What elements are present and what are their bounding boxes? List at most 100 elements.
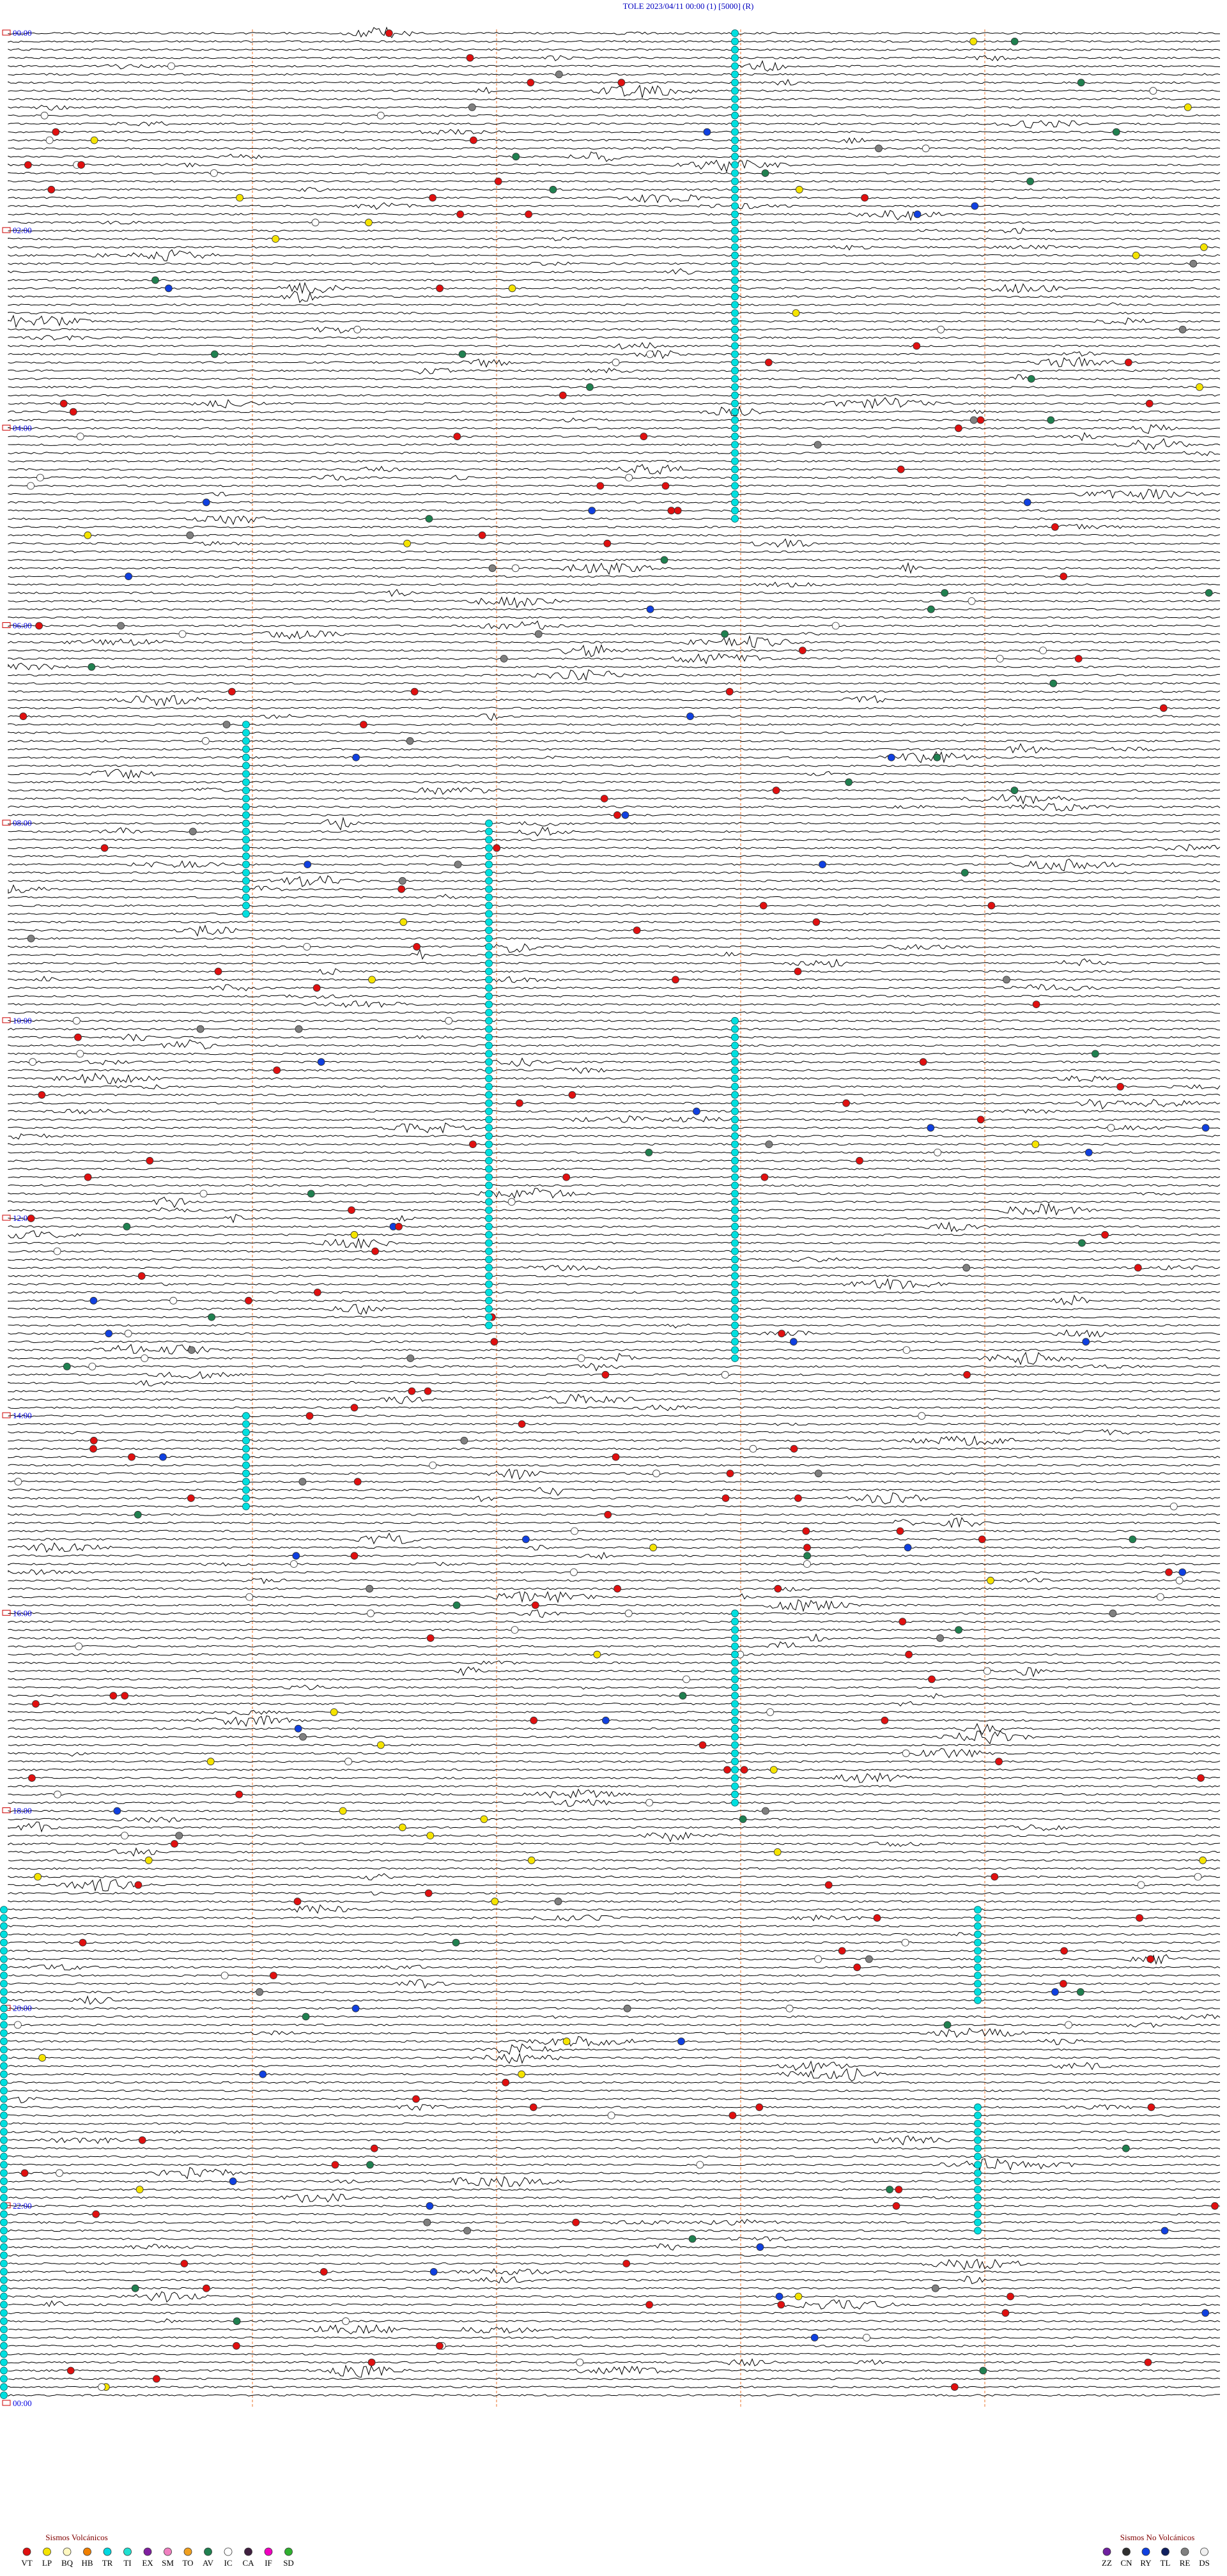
event-marker <box>1178 1568 1187 1576</box>
trace <box>8 2229 1221 2232</box>
event-marker <box>408 1387 416 1395</box>
event-marker <box>397 885 406 893</box>
tremor-marker <box>0 2078 8 2087</box>
event-marker <box>313 1289 321 1296</box>
event-marker <box>759 901 768 910</box>
tremor-marker <box>485 1296 493 1305</box>
event-marker <box>360 721 367 728</box>
trace <box>8 509 1221 512</box>
trace <box>8 884 1221 894</box>
trace <box>8 2358 1221 2366</box>
event-marker <box>100 844 109 852</box>
event-marker <box>853 1963 861 1972</box>
trace <box>8 958 1221 968</box>
trace <box>8 501 1221 504</box>
trace <box>8 137 1221 144</box>
event-marker <box>1211 2202 1219 2210</box>
event-marker <box>259 2070 267 2078</box>
event-marker <box>403 539 411 548</box>
tremor-marker <box>731 136 739 144</box>
event-marker <box>88 663 96 671</box>
trace <box>8 105 1221 111</box>
event-marker <box>941 589 949 597</box>
event-marker <box>302 2012 310 2021</box>
trace <box>8 1039 1220 1050</box>
event-marker <box>478 531 486 539</box>
trace <box>8 1151 1221 1154</box>
tremor-marker <box>0 2029 8 2037</box>
tremor-marker <box>731 1091 739 1099</box>
event-marker <box>456 210 465 218</box>
tremor-marker <box>485 976 493 984</box>
event-marker <box>1023 498 1031 507</box>
tremor-marker <box>0 2317 8 2326</box>
trace <box>8 1393 1221 1404</box>
tremor-marker <box>731 1033 739 1041</box>
event-marker <box>625 473 633 482</box>
event-marker <box>35 622 43 630</box>
trace <box>8 55 1221 61</box>
event-marker <box>1178 325 1187 334</box>
tremor-marker <box>242 803 250 811</box>
hour-label: 06:00 <box>13 621 32 631</box>
event-marker <box>352 753 360 762</box>
event-marker <box>385 29 393 37</box>
event-marker <box>978 1535 986 1544</box>
trace <box>8 349 1221 360</box>
trace <box>8 816 1221 831</box>
trace <box>8 1291 1221 1294</box>
tremor-marker <box>242 778 250 786</box>
tremor-marker <box>0 2383 8 2391</box>
hour-label: 08:00 <box>13 818 32 828</box>
event-marker <box>272 235 280 243</box>
event-marker <box>123 1223 131 1230</box>
event-marker <box>962 1264 971 1272</box>
event-marker <box>1200 243 1208 251</box>
tremor-marker <box>242 762 250 770</box>
trace <box>8 1591 1221 1604</box>
event-marker <box>693 1107 700 1116</box>
trace <box>8 464 1221 475</box>
tremor-marker <box>731 1223 739 1230</box>
tremor-marker <box>242 745 250 753</box>
event-marker <box>845 778 853 786</box>
tremor-marker <box>0 2309 8 2317</box>
trace <box>8 1340 1221 1344</box>
tremor-marker <box>731 119 739 128</box>
event-marker <box>516 1099 523 1107</box>
event-marker <box>622 2260 631 2267</box>
event-marker <box>220 1972 229 1980</box>
event-marker <box>814 1469 822 1478</box>
trace <box>8 2035 1221 2047</box>
tremor-marker <box>485 1223 493 1230</box>
event-marker <box>838 1947 846 1955</box>
trace <box>8 1730 1221 1745</box>
event-marker <box>134 1510 142 1519</box>
trace <box>8 1784 1221 1788</box>
tremor-marker <box>731 334 739 342</box>
tremor-marker <box>731 1741 739 1749</box>
trace <box>8 282 1221 295</box>
event-marker <box>555 70 563 79</box>
tremor-marker <box>0 2210 8 2218</box>
tremor-marker <box>242 1445 250 1453</box>
tremor-marker <box>731 367 739 375</box>
event-marker <box>1194 1873 1202 1881</box>
event-marker <box>937 325 945 334</box>
tremor-marker <box>731 1700 739 1708</box>
event-marker <box>623 2004 631 2012</box>
trace <box>8 1027 1221 1031</box>
tremor-marker <box>731 251 739 259</box>
hour-box <box>2 820 11 826</box>
legend-code: CN <box>1120 2558 1132 2568</box>
trace <box>8 1304 1221 1315</box>
event-marker <box>698 1741 707 1749</box>
tremor-marker <box>974 1938 982 1947</box>
tremor-marker <box>731 358 739 367</box>
trace <box>8 114 1221 117</box>
legend-marker <box>123 2547 132 2556</box>
event-marker <box>607 2112 615 2120</box>
tremor-marker <box>731 507 739 515</box>
event-marker <box>1124 358 1132 367</box>
event-marker <box>454 861 462 868</box>
